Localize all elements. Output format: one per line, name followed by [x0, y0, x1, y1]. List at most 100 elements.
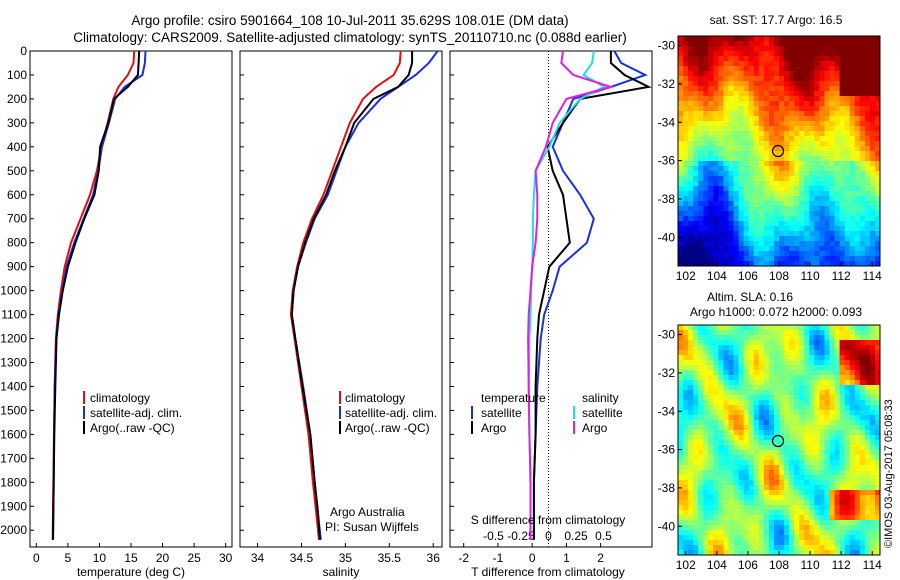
map-cell: [733, 36, 739, 42]
map-cell: [799, 196, 805, 202]
map-cell: [859, 61, 866, 67]
map-cell: [869, 91, 876, 97]
map-cell: [733, 405, 739, 411]
map-cell: [874, 81, 881, 87]
map-cell: [728, 485, 734, 491]
map-cell: [748, 71, 755, 77]
map-cell: [814, 530, 820, 536]
map-cell: [713, 545, 719, 551]
map-cell: [678, 211, 684, 217]
map-cell: [728, 325, 734, 331]
map-cell: [834, 490, 840, 496]
map-cell: [849, 345, 856, 351]
map-cell: [728, 121, 734, 127]
map-cell: [864, 221, 871, 227]
map-cell: [683, 340, 689, 346]
map-cell: [864, 101, 871, 107]
map-cell: [773, 375, 780, 381]
map-cell: [804, 151, 810, 157]
map-cell: [869, 156, 876, 162]
map-cell: [768, 400, 775, 406]
map-cell: [779, 91, 785, 97]
map-cell: [683, 51, 689, 57]
map-cell: [698, 181, 704, 187]
map-cell: [768, 46, 775, 52]
map-cell: [844, 380, 851, 386]
map-cell: [829, 181, 835, 187]
map-cell: [738, 540, 745, 546]
map-cell: [789, 330, 795, 336]
map-cell: [839, 86, 846, 92]
map-cell: [819, 51, 825, 57]
map-x-tick-label: 108: [769, 269, 789, 283]
map-cell: [683, 345, 689, 351]
map-cell: [748, 126, 755, 132]
map-cell: [794, 56, 800, 62]
map-cell: [723, 211, 729, 217]
map-cell: [753, 455, 760, 461]
map-cell: [799, 375, 805, 381]
map-cell: [874, 475, 881, 481]
map-cell: [748, 96, 755, 102]
map-cell: [874, 126, 881, 132]
map-cell: [763, 505, 770, 511]
map-cell: [713, 480, 719, 486]
map-cell: [693, 106, 699, 112]
map-cell: [789, 111, 795, 117]
map-cell: [738, 515, 745, 521]
map-cell: [748, 236, 755, 242]
map-cell: [708, 430, 714, 436]
map-cell: [809, 465, 815, 471]
map-cell: [779, 221, 785, 227]
map-cell: [799, 166, 805, 172]
map-cell: [869, 161, 876, 167]
map-cell: [683, 430, 689, 436]
map-cell: [849, 201, 856, 207]
map-cell: [834, 171, 840, 177]
map-cell: [824, 61, 830, 67]
map-cell: [789, 66, 795, 72]
map-cell: [854, 56, 861, 62]
map-cell: [794, 141, 800, 147]
map-cell: [753, 131, 760, 137]
map-cell: [768, 380, 775, 386]
map-cell: [718, 375, 724, 381]
map-cell: [799, 380, 805, 386]
map-cell: [768, 385, 775, 391]
map-cell: [804, 46, 810, 52]
map-cell: [763, 350, 770, 356]
map-cell: [753, 46, 760, 52]
map-cell: [703, 460, 709, 466]
map-cell: [799, 66, 805, 72]
map-cell: [678, 221, 684, 227]
map-cell: [784, 186, 790, 192]
map-cell: [738, 505, 745, 511]
map-cell: [869, 166, 876, 172]
map-cell: [708, 490, 714, 496]
map-cell: [809, 460, 815, 466]
map-cell: [804, 470, 810, 476]
map-cell: [698, 136, 704, 142]
map-cell: [713, 46, 719, 52]
map-cell: [743, 146, 750, 152]
map-cell: [854, 121, 861, 127]
map-cell: [834, 400, 840, 406]
map-cell: [784, 261, 790, 267]
map-cell: [763, 81, 770, 87]
map-cell: [738, 500, 745, 506]
map-cell: [773, 430, 780, 436]
map-cell: [799, 480, 805, 486]
map-cell: [768, 540, 775, 546]
map-cell: [698, 485, 704, 491]
depth-tick-label: 300: [7, 116, 27, 130]
map-cell: [733, 236, 739, 242]
map-cell: [693, 370, 699, 376]
map-cell: [779, 36, 785, 42]
map-cell: [758, 530, 765, 536]
map-cell: [708, 400, 714, 406]
map-cell: [678, 116, 684, 122]
map-y-tick-label: -30: [658, 328, 676, 342]
map-cell: [703, 236, 709, 242]
map-cell: [743, 101, 750, 107]
map-cell: [763, 500, 770, 506]
